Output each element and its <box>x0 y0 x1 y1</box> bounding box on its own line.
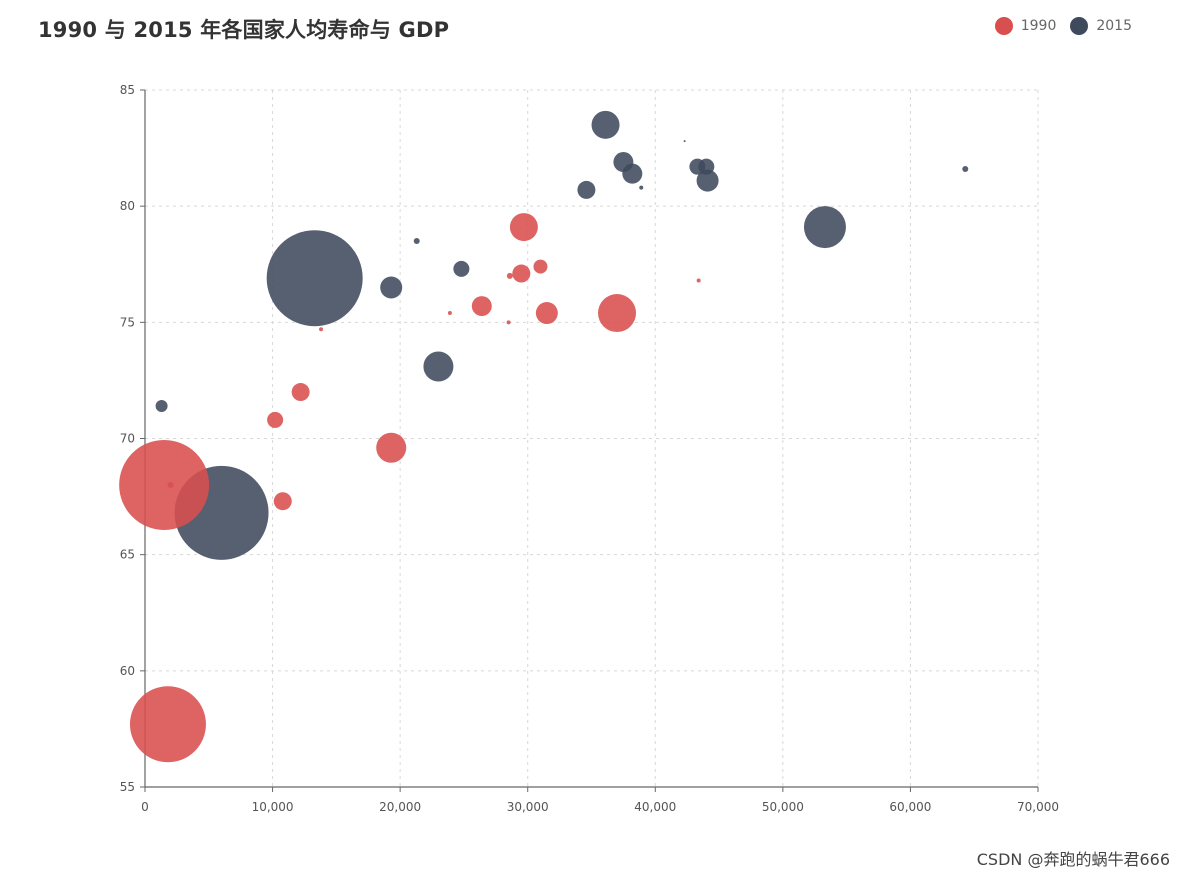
legend-swatch-1990 <box>994 17 1013 35</box>
y-tick-label: 65 <box>120 548 135 562</box>
data-point-2015 <box>683 140 686 143</box>
data-point-1990 <box>535 302 558 325</box>
y-tick-label: 70 <box>120 432 135 446</box>
data-point-1990 <box>512 264 531 283</box>
data-points <box>119 110 969 763</box>
x-tick-label: 60,000 <box>889 800 931 814</box>
data-point-1990 <box>696 278 701 283</box>
data-point-1990 <box>471 296 492 317</box>
y-tick-label: 85 <box>120 83 135 97</box>
data-point-2015 <box>380 276 403 299</box>
chart-title: 1990 与 2015 年各国家人均寿命与 GDP <box>38 18 450 42</box>
data-point-2015 <box>155 399 168 412</box>
data-point-1990 <box>129 686 206 763</box>
data-point-1990 <box>291 383 310 402</box>
legend-swatch-2015 <box>1070 17 1089 35</box>
data-point-1990 <box>533 259 548 274</box>
data-point-2015 <box>803 206 846 249</box>
y-tick-label: 80 <box>120 199 135 213</box>
data-point-2015 <box>577 180 596 199</box>
data-point-2015 <box>591 110 620 139</box>
data-point-2015 <box>622 163 643 184</box>
data-point-2015 <box>962 165 969 172</box>
data-point-1990 <box>509 213 538 242</box>
x-tick-label: 70,000 <box>1017 800 1059 814</box>
x-tick-label: 40,000 <box>634 800 676 814</box>
data-point-2015 <box>413 238 420 245</box>
data-point-1990 <box>319 327 324 332</box>
axes: 0 10,000 20,000 30,000 40,000 50,000 60,000 70,… <box>120 83 1059 814</box>
data-point-2015 <box>698 158 715 175</box>
y-tick-label: 55 <box>120 780 135 794</box>
y-tick-label: 60 <box>120 664 135 678</box>
legend-item-2015[interactable]: 2015 <box>1070 17 1132 35</box>
data-point-1990 <box>167 481 174 488</box>
legend: 1990 2015 <box>994 17 1132 35</box>
data-point-1990 <box>273 492 292 511</box>
data-point-1990 <box>598 294 637 333</box>
legend-label-2015: 2015 <box>1096 18 1132 34</box>
data-point-2015 <box>696 169 719 192</box>
data-point-1990 <box>506 320 511 325</box>
watermark: CSDN @奔跑的蜗牛君666 <box>976 850 1170 869</box>
x-tick-label: 30,000 <box>507 800 549 814</box>
data-point-2015 <box>453 260 470 277</box>
data-point-1990 <box>119 439 210 530</box>
y-tick-label: 75 <box>120 315 135 329</box>
x-tick-label: 50,000 <box>762 800 804 814</box>
grid <box>145 89 1039 787</box>
x-tick-label: 0 <box>141 800 149 814</box>
legend-item-1990[interactable]: 1990 <box>994 17 1057 35</box>
data-point-1990 <box>376 432 407 463</box>
data-point-2015 <box>266 230 363 327</box>
data-point-1990 <box>506 272 513 279</box>
data-point-1990 <box>447 311 452 316</box>
data-point-2015 <box>639 185 644 190</box>
data-point-1990 <box>267 411 284 428</box>
x-tick-label: 20,000 <box>379 800 421 814</box>
data-point-2015 <box>423 351 454 382</box>
legend-label-1990: 1990 <box>1020 18 1057 34</box>
x-tick-label: 10,000 <box>252 800 294 814</box>
